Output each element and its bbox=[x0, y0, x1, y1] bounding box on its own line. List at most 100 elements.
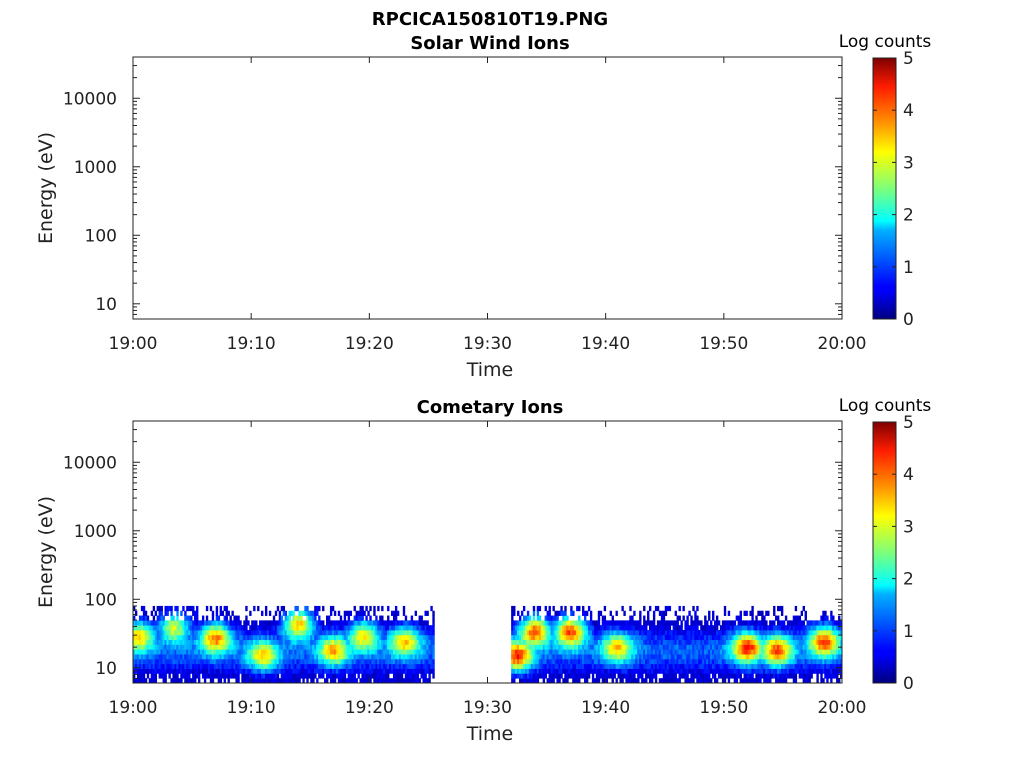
heatmap-cell bbox=[572, 620, 575, 626]
heatmap-cell bbox=[146, 634, 150, 641]
heatmap-cell bbox=[666, 649, 670, 655]
heatmap-cell bbox=[426, 644, 429, 650]
heatmap-cell bbox=[513, 658, 516, 665]
heatmap-cell bbox=[347, 634, 351, 641]
heatmap-cell bbox=[796, 668, 800, 674]
heatmap-cell bbox=[585, 644, 589, 650]
heatmap-cell bbox=[806, 630, 809, 636]
heatmap-cell bbox=[172, 663, 175, 669]
heatmap-cell bbox=[184, 610, 187, 616]
heatmap-cell bbox=[302, 610, 305, 616]
heatmap-cell bbox=[152, 634, 156, 641]
heatmap-cell bbox=[566, 634, 569, 641]
heatmap-cell bbox=[623, 634, 626, 641]
heatmap-cell bbox=[761, 634, 764, 641]
heatmap-cell bbox=[623, 663, 626, 669]
heatmap-cell bbox=[562, 634, 565, 641]
heatmap-cell bbox=[660, 634, 664, 641]
heatmap-cell bbox=[664, 678, 668, 683]
heatmap-cell bbox=[227, 644, 230, 650]
heatmap-cell bbox=[231, 658, 234, 665]
heatmap-cell bbox=[540, 644, 544, 650]
heatmap-cell bbox=[239, 634, 242, 641]
heatmap-cell bbox=[322, 630, 325, 636]
heatmap-cell bbox=[631, 644, 634, 650]
heatmap-cell bbox=[286, 625, 289, 631]
heatmap-cell bbox=[550, 625, 553, 631]
heatmap-cell bbox=[706, 625, 709, 631]
heatmap-cell bbox=[794, 630, 798, 636]
heatmap-cell bbox=[196, 644, 199, 650]
heatmap-cell bbox=[345, 649, 349, 655]
heatmap-cell bbox=[416, 630, 419, 636]
heatmap-cell bbox=[166, 654, 169, 660]
heatmap-cell bbox=[288, 625, 291, 631]
heatmap-cell bbox=[337, 639, 341, 645]
heatmap-cell bbox=[528, 678, 532, 683]
heatmap-cell bbox=[536, 620, 540, 626]
heatmap-cell bbox=[203, 673, 207, 679]
heatmap-cell bbox=[629, 678, 632, 683]
heatmap-cell bbox=[635, 639, 638, 645]
heatmap-cell bbox=[639, 620, 642, 626]
heatmap-cell bbox=[660, 663, 664, 669]
heatmap-cell bbox=[749, 644, 752, 650]
heatmap-cell bbox=[288, 654, 291, 660]
heatmap-cell bbox=[308, 658, 311, 665]
heatmap-cell bbox=[369, 620, 372, 626]
heatmap-cell bbox=[526, 663, 530, 669]
heatmap-cell bbox=[383, 634, 386, 641]
heatmap-cell bbox=[262, 625, 266, 631]
heatmap-cell bbox=[213, 625, 217, 631]
heatmap-cell bbox=[515, 644, 518, 650]
heatmap-cell bbox=[284, 668, 288, 674]
heatmap-cell bbox=[355, 663, 358, 669]
heatmap-cell bbox=[253, 625, 256, 631]
heatmap-cell bbox=[188, 658, 191, 665]
heatmap-cell bbox=[623, 630, 626, 636]
heatmap-cell bbox=[617, 634, 620, 641]
heatmap-cell bbox=[804, 625, 807, 631]
heatmap-cell bbox=[154, 673, 158, 679]
heatmap-cell bbox=[662, 649, 666, 655]
heatmap-cell bbox=[605, 663, 609, 669]
heatmap-cell bbox=[207, 644, 211, 650]
heatmap-cell bbox=[343, 678, 347, 683]
heatmap-cell bbox=[526, 615, 530, 621]
heatmap-cell bbox=[235, 654, 238, 660]
heatmap-cell bbox=[631, 620, 634, 626]
heatmap-cell bbox=[662, 615, 666, 621]
heatmap-cell bbox=[266, 668, 270, 674]
heatmap-cell bbox=[786, 654, 790, 660]
heatmap-cell bbox=[408, 673, 412, 679]
heatmap-cell bbox=[511, 678, 514, 683]
x-tick-label: 19:40 bbox=[581, 334, 630, 354]
heatmap-cell bbox=[406, 649, 410, 655]
heatmap-cell bbox=[532, 605, 536, 612]
heatmap-cell bbox=[312, 654, 315, 660]
heatmap-cell bbox=[753, 654, 756, 660]
heatmap-cell bbox=[631, 654, 634, 660]
heatmap-cell bbox=[696, 630, 699, 636]
heatmap-cell bbox=[400, 678, 404, 683]
heatmap-cell bbox=[408, 634, 412, 641]
heatmap-cell bbox=[692, 644, 695, 650]
heatmap-cell bbox=[235, 644, 238, 650]
heatmap-cell bbox=[316, 625, 319, 631]
heatmap-cell bbox=[162, 673, 165, 679]
heatmap-cell bbox=[609, 654, 612, 660]
heatmap-cell bbox=[702, 678, 705, 683]
heatmap-cell bbox=[284, 649, 288, 655]
heatmap-cell bbox=[751, 620, 754, 626]
heatmap-cell bbox=[318, 634, 321, 641]
heatmap-cell bbox=[727, 620, 731, 626]
heatmap-cell bbox=[326, 639, 329, 645]
heatmap-cell bbox=[432, 610, 435, 616]
heatmap-cell bbox=[542, 634, 546, 641]
heatmap-cell bbox=[832, 649, 835, 655]
heatmap-cell bbox=[424, 620, 427, 626]
heatmap-cell bbox=[168, 668, 171, 674]
heatmap-cell bbox=[737, 654, 740, 660]
heatmap-cell bbox=[558, 673, 561, 679]
heatmap-cell bbox=[219, 610, 223, 616]
